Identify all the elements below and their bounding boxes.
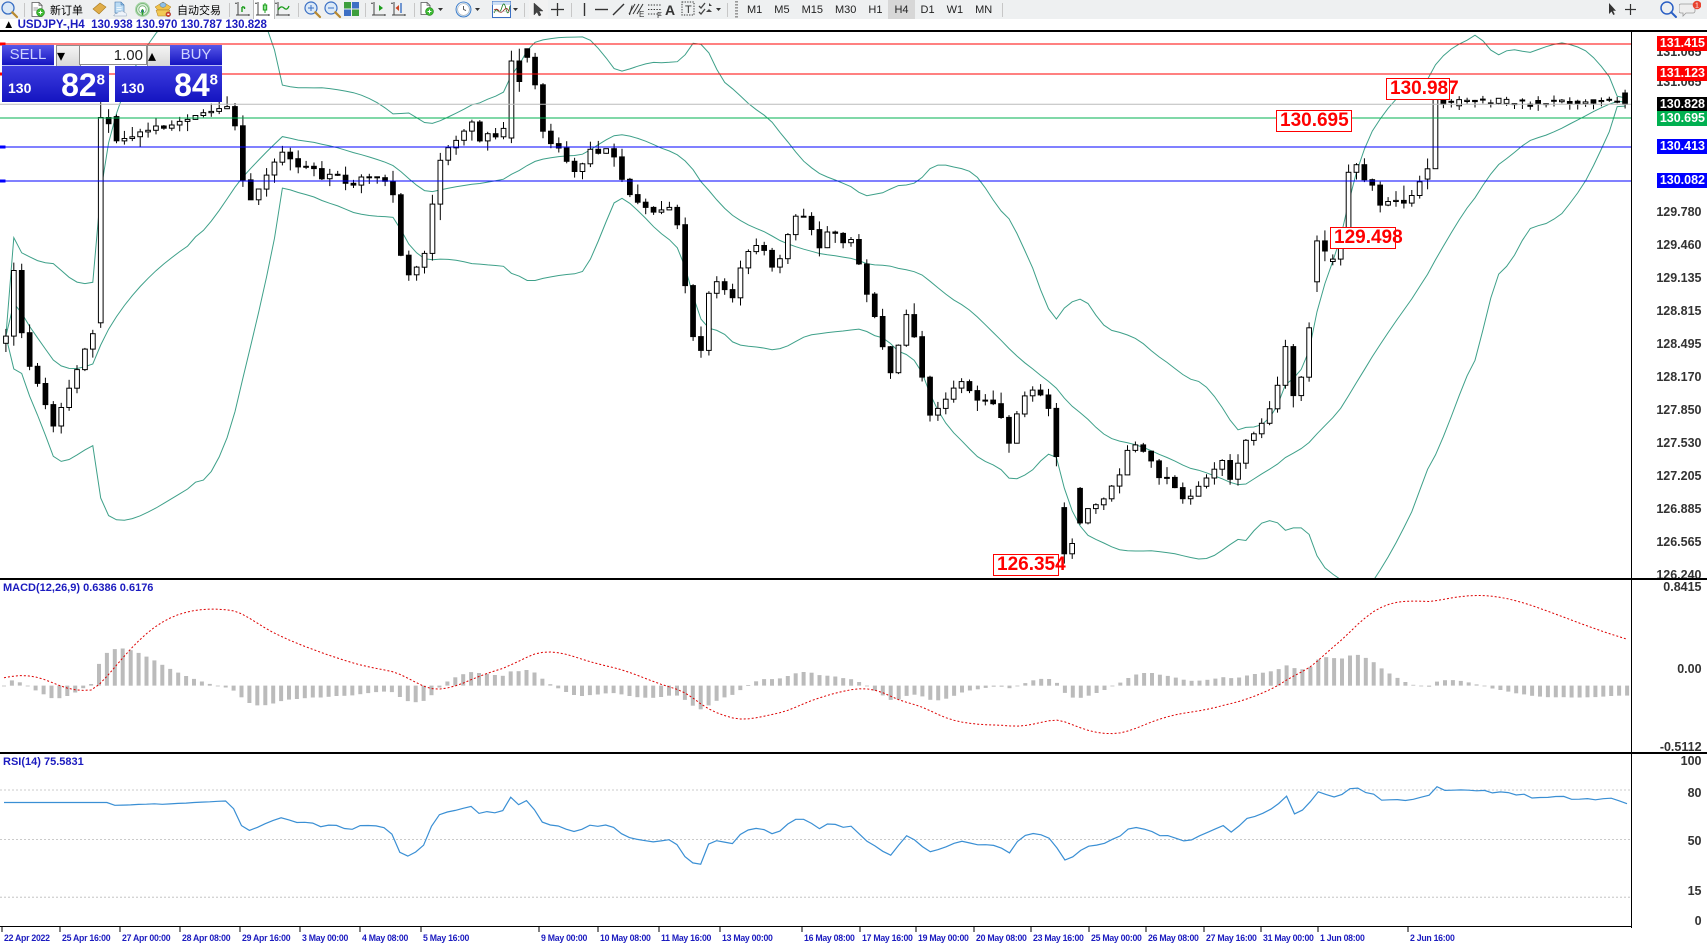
svg-text:1: 1 [1695, 3, 1699, 10]
svg-text:E: E [639, 10, 644, 19]
svg-text:F: F [657, 11, 662, 19]
svg-text:T: T [685, 4, 692, 16]
svg-text:A: A [665, 2, 675, 18]
